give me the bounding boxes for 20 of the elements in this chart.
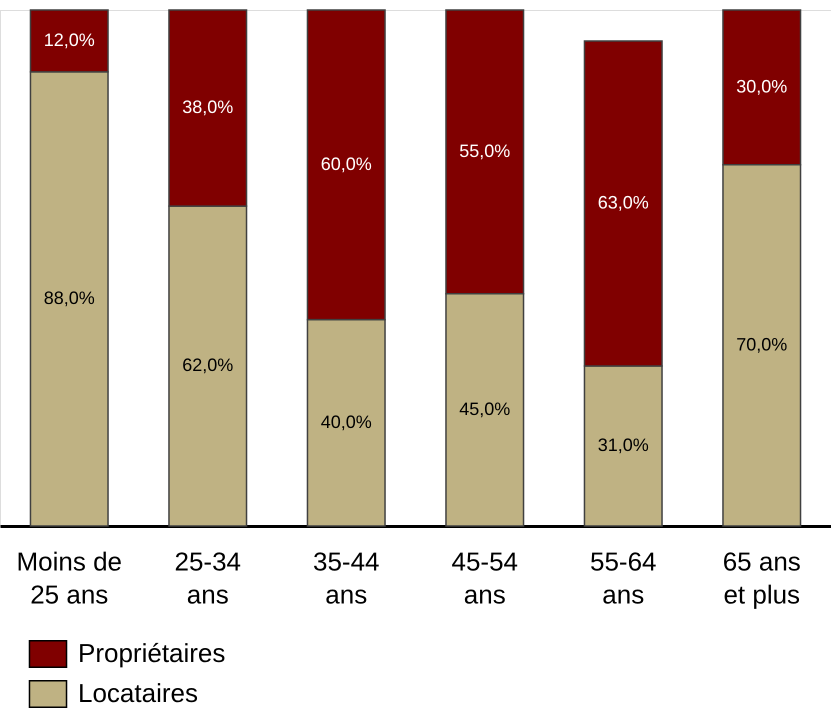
x-tick-label: 35-44 ans bbox=[313, 546, 380, 610]
data-label: 88,0% bbox=[44, 288, 95, 308]
data-label: 70,0% bbox=[736, 334, 788, 354]
legend-label: Propriétaires bbox=[78, 638, 226, 668]
x-tick-label: 55-64 ans bbox=[590, 546, 656, 610]
x-tick-label: 65 ans et plus bbox=[722, 546, 801, 610]
legend-label: Locataires bbox=[78, 678, 198, 708]
data-label: 31,0% bbox=[598, 435, 649, 456]
x-tick-label: 25-34 ans bbox=[174, 546, 241, 610]
x-tick-label: 45-54 ans bbox=[452, 546, 518, 610]
data-label: 40,0% bbox=[320, 412, 372, 432]
data-label: 60,0% bbox=[320, 154, 372, 174]
data-label: 55,0% bbox=[459, 140, 510, 161]
data-label: 30,0% bbox=[736, 76, 788, 96]
data-label: 12,0% bbox=[44, 30, 95, 50]
data-label: 45,0% bbox=[459, 398, 510, 419]
x-tick-label: Moins de 25 ans bbox=[16, 546, 122, 610]
data-label: 63,0% bbox=[598, 192, 649, 212]
data-label: 38,0% bbox=[182, 97, 234, 118]
data-label: 62,0% bbox=[182, 355, 234, 376]
